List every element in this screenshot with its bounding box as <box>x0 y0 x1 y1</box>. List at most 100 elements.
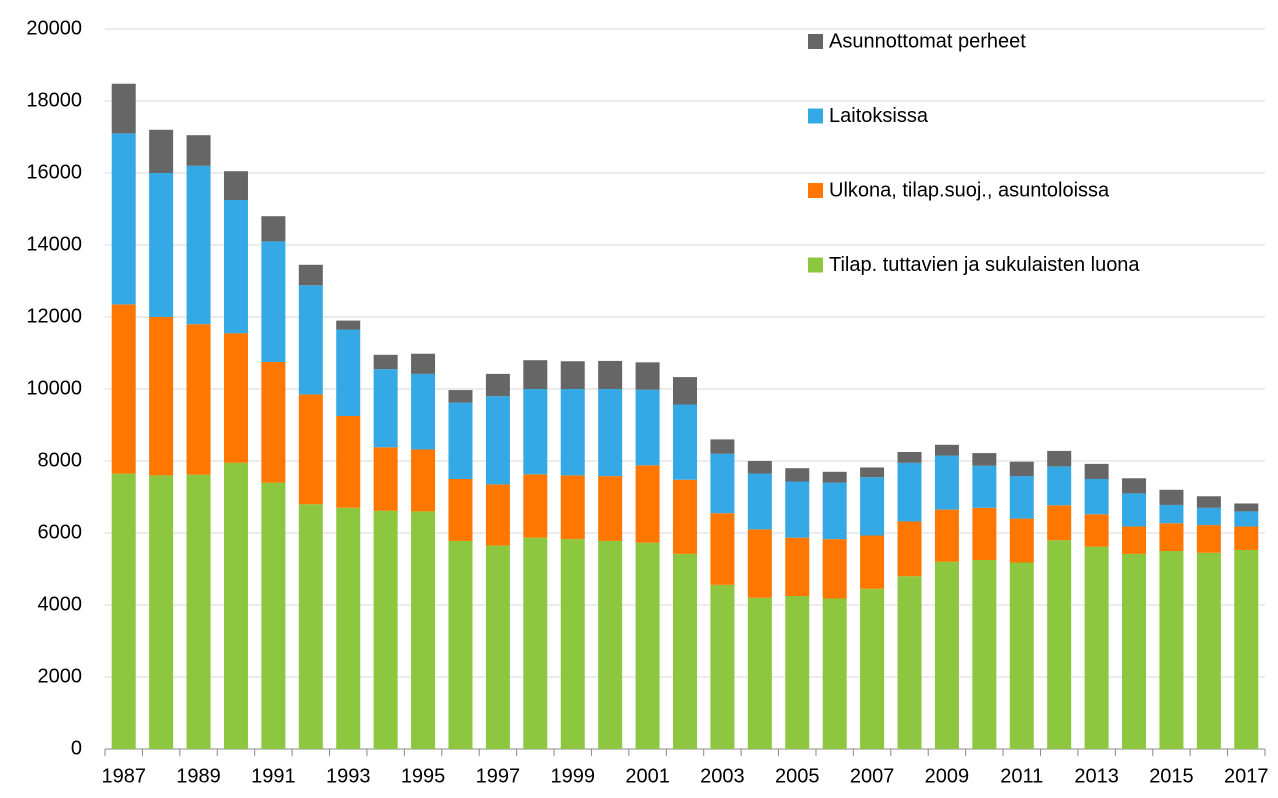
bar-segment <box>523 537 548 749</box>
bar-segment <box>1234 511 1259 527</box>
bar-segment <box>1234 526 1259 550</box>
x-tick-label: 1995 <box>401 765 446 787</box>
bar-segment <box>785 596 810 749</box>
bar-segment <box>149 317 174 476</box>
bar-segment <box>934 561 959 749</box>
bar-segment <box>747 529 772 598</box>
bar-segment <box>223 462 248 749</box>
bar-segment <box>223 200 248 334</box>
bar-segment <box>1234 503 1259 512</box>
x-tick-label: 2017 <box>1224 765 1269 787</box>
y-tick-label: 4000 <box>38 593 83 615</box>
bar-segment <box>785 481 810 538</box>
bar-segment <box>373 447 398 511</box>
bar-segment <box>1084 479 1109 515</box>
x-tick-label: 1989 <box>176 765 221 787</box>
bar-segment <box>1084 463 1109 479</box>
bar-segment <box>149 173 174 317</box>
bar-segment <box>523 360 548 389</box>
bar-segment <box>934 509 959 562</box>
bar-segment <box>560 475 585 540</box>
bar-segment <box>186 474 211 749</box>
bar-segment <box>186 165 211 325</box>
y-tick-label: 0 <box>71 737 82 759</box>
bar-segment <box>598 360 623 389</box>
bar-segment <box>972 453 997 466</box>
x-tick-label: 2013 <box>1074 765 1119 787</box>
y-tick-label: 18000 <box>26 89 82 111</box>
bar-segment <box>373 369 398 448</box>
y-tick-label: 2000 <box>38 665 83 687</box>
bar-segment <box>1122 526 1147 554</box>
bar-segment <box>785 468 810 482</box>
bar-segment <box>822 482 847 540</box>
bar-segment <box>635 465 660 543</box>
x-tick-label: 2007 <box>850 765 895 787</box>
bar-segment <box>673 553 697 749</box>
bar-segment <box>523 474 548 538</box>
bar-segment <box>1047 540 1072 749</box>
bar-segment <box>1047 466 1072 506</box>
bar-segment <box>635 542 660 749</box>
bar-segment <box>598 540 623 749</box>
bar-segment <box>972 560 997 749</box>
bar-segment <box>710 584 735 749</box>
bar-segment <box>1196 496 1221 508</box>
x-tick-label: 1987 <box>101 765 146 787</box>
bar-segment <box>223 171 248 200</box>
bar-segment <box>186 324 211 475</box>
bar-segment <box>1009 518 1034 563</box>
bar-segment <box>261 362 286 483</box>
bar-segment <box>223 333 248 463</box>
bar-segment <box>485 484 510 546</box>
bar-segment <box>111 304 136 474</box>
bar-segment <box>897 462 922 522</box>
bar-segment <box>635 362 660 390</box>
bar-segment <box>1234 549 1259 749</box>
bar-segment <box>448 540 473 749</box>
bar-segment <box>635 389 660 466</box>
bar-segment <box>1009 461 1034 477</box>
bar-segment <box>1196 552 1221 749</box>
bar-segment <box>1159 489 1184 505</box>
y-tick-label: 8000 <box>38 449 83 471</box>
x-tick-label: 2005 <box>775 765 820 787</box>
legend-swatch <box>808 257 823 273</box>
bar-segment <box>298 504 323 749</box>
bar-segment <box>448 479 473 541</box>
bar-segment <box>934 455 959 510</box>
bar-segment <box>336 507 361 749</box>
bar-segment <box>822 471 847 483</box>
x-tick-label: 2001 <box>625 765 670 787</box>
bar-segment <box>485 545 510 749</box>
x-tick-label: 2009 <box>925 765 970 787</box>
bar-segment <box>1122 493 1147 527</box>
bar-segment <box>747 473 772 530</box>
y-tick-label: 6000 <box>38 521 83 543</box>
bar-segment <box>598 389 623 477</box>
y-tick-label: 20000 <box>26 17 82 39</box>
x-tick-label: 1993 <box>326 765 371 787</box>
bar-segment <box>111 473 136 749</box>
bar-segment <box>860 467 885 478</box>
bar-segment <box>1122 478 1147 494</box>
bar-segment <box>336 329 361 416</box>
bar-segment <box>598 476 623 541</box>
bar-segment <box>485 373 510 397</box>
bar-segment <box>411 511 436 749</box>
bar-segment <box>186 135 211 166</box>
bar-segment <box>523 389 548 475</box>
x-tick-label: 1991 <box>251 765 296 787</box>
x-tick-label: 1997 <box>476 765 521 787</box>
bar-segment <box>710 439 735 454</box>
bar-segment <box>560 539 585 749</box>
bar-segment <box>822 598 847 749</box>
bar-segment <box>411 449 436 512</box>
bar-segment <box>1159 523 1184 551</box>
x-tick-label: 2011 <box>1000 765 1043 787</box>
bar-segment <box>298 394 323 505</box>
bar-segment <box>860 477 885 536</box>
bar-segment <box>373 354 398 370</box>
